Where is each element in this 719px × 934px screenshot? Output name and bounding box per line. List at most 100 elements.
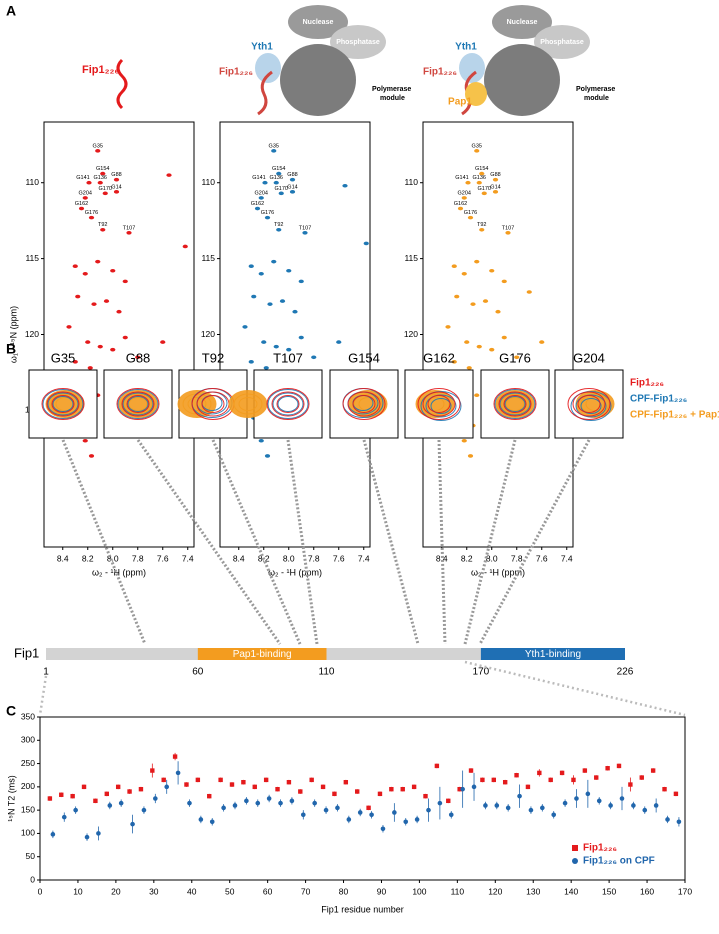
- peak-label: G136: [94, 175, 107, 181]
- peak-label: G35: [269, 143, 279, 149]
- residue-label: G176: [499, 350, 531, 365]
- point: [138, 786, 144, 792]
- y-tick-label: 110: [201, 177, 215, 187]
- x-tick-label: 8.0: [486, 553, 498, 563]
- tick-label: 226: [617, 667, 634, 678]
- peak: [273, 344, 279, 349]
- point: [187, 800, 192, 806]
- point: [514, 773, 519, 778]
- x-axis-title: ω₂ - ¹H (ppm): [92, 567, 146, 577]
- y-axis-title: ¹⁵N T2 (ms): [6, 775, 16, 822]
- point: [551, 812, 557, 818]
- peak-label: G162: [454, 201, 467, 207]
- connector: [211, 439, 302, 645]
- y-tick-label: 110: [25, 177, 39, 187]
- peak: [461, 196, 467, 200]
- point: [676, 819, 682, 825]
- point: [184, 782, 189, 787]
- point: [175, 770, 181, 776]
- peak-label: G35: [93, 143, 103, 149]
- point: [343, 780, 349, 785]
- point: [616, 763, 622, 769]
- panel-label: C: [6, 703, 16, 719]
- point: [252, 784, 257, 790]
- peak-label: G204: [79, 190, 92, 196]
- point: [540, 805, 545, 811]
- tick-label: 170: [473, 667, 490, 678]
- peak-label: G154: [96, 166, 109, 172]
- peak: [95, 149, 101, 153]
- point: [298, 789, 303, 794]
- peak-label: G14: [111, 184, 121, 190]
- peak: [311, 355, 317, 360]
- peak: [242, 325, 248, 329]
- contour: [187, 397, 207, 411]
- y-axis-title: ω₁ - ¹⁵N (ppm): [8, 306, 18, 363]
- contour: [123, 393, 153, 415]
- point: [47, 796, 53, 801]
- point: [448, 812, 454, 818]
- legend-marker: [572, 845, 578, 851]
- point: [380, 826, 386, 832]
- point: [275, 786, 280, 792]
- peak: [298, 279, 304, 284]
- peak: [66, 325, 72, 329]
- contour: [126, 395, 150, 413]
- contour: [277, 396, 299, 412]
- point: [355, 789, 360, 794]
- peak: [479, 227, 485, 232]
- peak: [166, 173, 172, 177]
- peak: [464, 340, 470, 344]
- x-tick-label: 7.6: [536, 553, 548, 563]
- x-axis-title: ω₂ - ¹H (ppm): [471, 567, 525, 577]
- point: [209, 819, 215, 825]
- point: [491, 777, 496, 783]
- point: [426, 807, 431, 813]
- legend-label: CPF-Fip1₂₂₆ + Pap1: [630, 410, 719, 421]
- point: [61, 814, 67, 820]
- x-tick-label: 7.8: [511, 553, 523, 563]
- point: [502, 780, 508, 785]
- contour: [498, 391, 532, 417]
- peak-label: G162: [75, 201, 88, 207]
- peak: [261, 340, 267, 344]
- point: [460, 786, 465, 792]
- x-tick-label: 7.4: [358, 553, 370, 563]
- peak: [276, 227, 282, 232]
- chart: 8.48.28.07.87.67.4110115120125ω₂ - ¹H (p…: [8, 121, 195, 577]
- point: [164, 784, 170, 790]
- peak: [85, 340, 91, 344]
- peak: [271, 149, 277, 153]
- point: [594, 775, 599, 780]
- peak: [476, 180, 482, 185]
- x-tick-label: 7.8: [132, 553, 144, 563]
- contour: [272, 392, 304, 416]
- peak: [501, 335, 507, 340]
- peak: [248, 360, 254, 364]
- point: [218, 777, 223, 783]
- x-tick-label: 8.0: [283, 553, 295, 563]
- legend-label: Fip1₂₂₆ on CPF: [583, 856, 655, 867]
- point: [96, 831, 101, 836]
- contour: [500, 393, 530, 415]
- contour: [233, 393, 263, 415]
- contour: [577, 395, 601, 413]
- yth1: [255, 53, 281, 83]
- contour: [267, 389, 309, 419]
- y-tick-label: 50: [26, 851, 36, 861]
- label: Pap1: [448, 97, 472, 108]
- peak: [479, 171, 485, 176]
- contour: [505, 397, 525, 411]
- point: [70, 793, 75, 799]
- label: Phosphatase: [540, 39, 584, 46]
- point: [525, 784, 531, 790]
- contour: [117, 389, 159, 419]
- peak: [100, 227, 106, 232]
- domain-label: Yth1-binding: [525, 649, 581, 660]
- connector: [478, 439, 591, 645]
- peak: [526, 290, 532, 294]
- point: [244, 798, 249, 804]
- peak-label: G88: [287, 172, 297, 178]
- x-tick-label: 40: [187, 886, 197, 896]
